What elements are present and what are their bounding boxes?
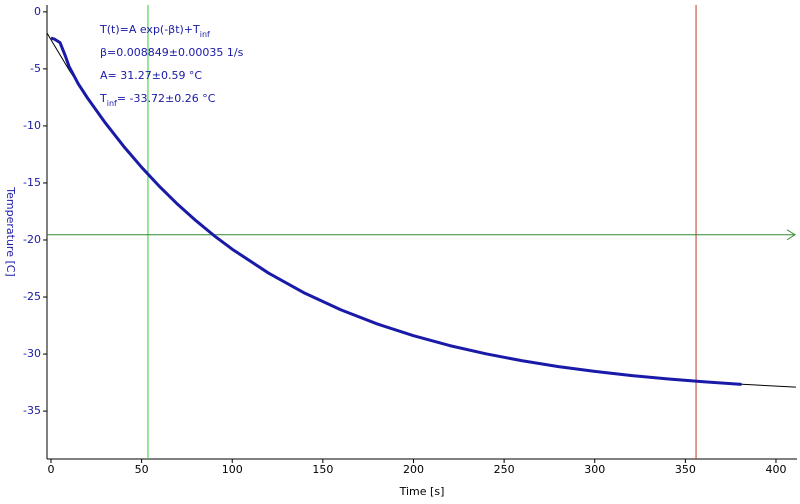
cursor-arrow (786, 229, 796, 241)
x-tick-label: 400 (765, 463, 786, 476)
annotation-subscript: inf (107, 99, 117, 108)
annotation-text: T (99, 92, 107, 105)
y-tick-label: -25 (23, 290, 41, 303)
annotation-text: β=0.008849±0.00035 1/s (100, 46, 244, 59)
x-axis-label: Time [s] (399, 485, 445, 498)
x-tick-label: 350 (675, 463, 696, 476)
annotation-text: = -33.72±0.26 °C (117, 92, 216, 105)
annotation: A= 31.27±0.59 °C (100, 69, 202, 82)
y-tick-label: -15 (23, 176, 41, 189)
x-tick-label: 0 (47, 463, 54, 476)
x-tick-label: 300 (584, 463, 605, 476)
fit-curve (46, 33, 796, 388)
x-tick-label: 50 (135, 463, 149, 476)
y-axis-label: Temperature [C] (4, 186, 17, 276)
x-tick-label: 250 (494, 463, 515, 476)
x-tick-label: 150 (312, 463, 333, 476)
y-tick-label: -30 (23, 347, 41, 360)
annotation: T(t)=A exp(-βt)+Tinf (99, 23, 210, 39)
y-tick-label: -10 (23, 119, 41, 132)
y-tick-label: 0 (34, 5, 41, 18)
annotation-subscript: inf (200, 30, 210, 39)
y-tick-label: -20 (23, 233, 41, 246)
annotation-text: A= 31.27±0.59 °C (100, 69, 202, 82)
annotation: Tinf= -33.72±0.26 °C (99, 92, 216, 108)
y-tick-label: -5 (30, 62, 41, 75)
y-tick-label: -35 (23, 404, 41, 417)
x-tick-label: 200 (403, 463, 424, 476)
annotation-text: T(t)=A exp(-βt)+T (99, 23, 200, 36)
data-curve (50, 36, 742, 386)
x-tick-label: 100 (222, 463, 243, 476)
annotation: β=0.008849±0.00035 1/s (100, 46, 244, 59)
